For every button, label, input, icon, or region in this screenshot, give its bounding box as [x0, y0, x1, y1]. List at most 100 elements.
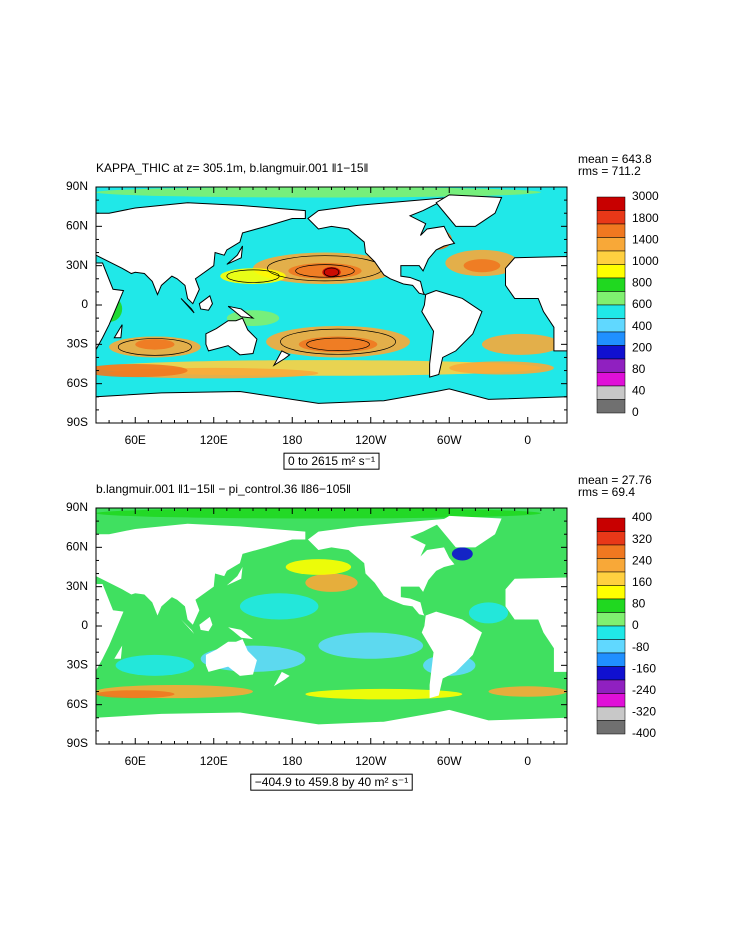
colorbar-box — [596, 585, 626, 600]
colorbar-label: -320 — [632, 705, 656, 719]
land — [199, 616, 213, 632]
colorbar-label: -80 — [632, 640, 650, 654]
map — [96, 508, 567, 744]
colorbar-box — [596, 291, 626, 306]
range-label: 0 to 2615 m² s⁻¹ — [288, 454, 375, 468]
lon-label: 180 — [282, 433, 302, 447]
land — [307, 518, 455, 616]
land — [307, 196, 456, 296]
lat-label: 60N — [66, 219, 88, 233]
colorbar-box — [596, 223, 626, 238]
land — [181, 619, 195, 634]
land — [421, 611, 482, 699]
land — [198, 295, 213, 311]
mean-label: mean = 643.8 — [578, 152, 652, 166]
lat-label: 90S — [67, 415, 88, 429]
field-patch — [463, 259, 501, 273]
land — [96, 202, 306, 305]
colorbar-box — [596, 558, 626, 573]
lat-label: 90S — [67, 736, 88, 750]
colorbar-label: 1800 — [632, 211, 659, 225]
colorbar-label: 320 — [632, 532, 652, 546]
contour — [323, 267, 340, 277]
colorbar-label: -240 — [632, 683, 656, 697]
contour — [280, 328, 396, 355]
lat-label: 0 — [81, 297, 88, 311]
lat-label: 90N — [66, 500, 88, 514]
colorbar-box — [596, 358, 626, 373]
lat-label: 30S — [67, 337, 88, 351]
lat-label: 0 — [81, 618, 88, 632]
colorbar-label: 160 — [632, 575, 652, 589]
colorbar-box — [596, 196, 626, 211]
land — [436, 515, 502, 548]
map — [96, 187, 567, 423]
colorbar-box — [596, 385, 626, 400]
land — [96, 709, 567, 744]
colorbar-box — [596, 277, 626, 292]
range-box — [250, 773, 413, 791]
lon-label: 120E — [200, 433, 228, 447]
range-label: −404.9 to 459.8 by 40 m² s⁻¹ — [255, 775, 408, 789]
colorbar-box — [596, 399, 626, 414]
field-patch — [239, 593, 319, 620]
mean-label: mean = 27.76 — [578, 473, 652, 487]
land — [435, 194, 503, 227]
lat-label: 60S — [67, 376, 88, 390]
colorbar-box — [596, 571, 626, 586]
rms-label: rms = 711.2 — [578, 164, 641, 178]
colorbar-box — [596, 639, 626, 654]
colorbar-box — [596, 625, 626, 640]
land — [421, 290, 483, 378]
lon-label: 60W — [437, 754, 462, 768]
colorbar-box — [596, 331, 626, 346]
range-box — [283, 452, 380, 470]
field-patch — [488, 686, 567, 697]
colorbar-label: 240 — [632, 553, 652, 567]
lat-label: 60N — [66, 540, 88, 554]
colorbar-box — [596, 345, 626, 360]
lat-label: 30N — [66, 258, 88, 272]
colorbar-box — [596, 679, 626, 694]
colorbar-box — [596, 304, 626, 319]
field-patch — [96, 508, 541, 519]
colorbar-label: 80 — [632, 362, 646, 376]
contour — [117, 338, 192, 356]
land — [114, 645, 123, 659]
colorbar-label: 1400 — [632, 232, 659, 246]
land — [226, 245, 244, 265]
lon-label: 60W — [437, 433, 462, 447]
rms-label: rms = 69.4 — [578, 485, 635, 499]
map-title: KAPPA_THIC at z= 305.1m, b.langmuir.001 … — [96, 161, 369, 175]
land — [505, 255, 567, 352]
lat-label: 30N — [66, 579, 88, 593]
colorbar-label: 400 — [632, 319, 652, 333]
field-patch — [305, 688, 463, 700]
field-patch — [481, 333, 561, 355]
field-patch — [115, 654, 195, 676]
colorbar-label: 0 — [632, 405, 639, 419]
colorbar-box — [596, 598, 626, 613]
lon-label: 0 — [524, 433, 531, 447]
colorbar-box — [596, 264, 626, 279]
colorbar-box — [596, 693, 626, 708]
colorbar-label: 80 — [632, 597, 646, 611]
lon-label: 60E — [125, 754, 146, 768]
colorbar-box — [596, 531, 626, 546]
field-patch — [322, 266, 341, 278]
colorbar-label: -160 — [632, 661, 656, 675]
colorbar-box — [596, 652, 626, 667]
contour — [306, 337, 370, 351]
field-patch — [220, 268, 286, 285]
field-patch — [285, 559, 352, 575]
colorbar-label: 600 — [632, 297, 652, 311]
colorbar-label: 40 — [632, 384, 646, 398]
contour — [226, 269, 280, 283]
colorbar-box — [596, 372, 626, 387]
colorbar-box — [596, 720, 626, 735]
field-patch — [305, 573, 358, 592]
lon-label: 120W — [355, 433, 387, 447]
land — [226, 567, 243, 586]
colorbar-label: 1000 — [632, 254, 659, 268]
